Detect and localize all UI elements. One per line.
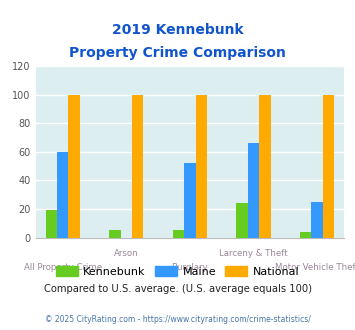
Bar xyxy=(173,230,184,238)
Bar xyxy=(46,211,57,238)
Bar xyxy=(300,232,311,238)
Text: All Property Crime: All Property Crime xyxy=(24,263,102,272)
Text: Compared to U.S. average. (U.S. average equals 100): Compared to U.S. average. (U.S. average … xyxy=(44,284,311,294)
Text: Arson: Arson xyxy=(114,249,139,258)
Bar xyxy=(259,95,271,238)
Bar xyxy=(69,95,80,238)
Bar xyxy=(236,203,248,238)
Text: 2019 Kennebunk: 2019 Kennebunk xyxy=(112,23,243,37)
Text: Property Crime Comparison: Property Crime Comparison xyxy=(69,46,286,60)
Bar xyxy=(132,95,143,238)
Text: Motor Vehicle Theft: Motor Vehicle Theft xyxy=(275,263,355,272)
Bar xyxy=(57,152,69,238)
Legend: Kennebunk, Maine, National: Kennebunk, Maine, National xyxy=(51,261,304,281)
Text: Larceny & Theft: Larceny & Theft xyxy=(219,249,288,258)
Bar xyxy=(109,230,121,238)
Bar xyxy=(184,163,196,238)
Bar xyxy=(248,143,259,238)
Bar xyxy=(196,95,207,238)
Bar xyxy=(323,95,334,238)
Bar xyxy=(311,202,323,238)
Text: Burglary: Burglary xyxy=(171,263,208,272)
Text: © 2025 CityRating.com - https://www.cityrating.com/crime-statistics/: © 2025 CityRating.com - https://www.city… xyxy=(45,315,310,324)
